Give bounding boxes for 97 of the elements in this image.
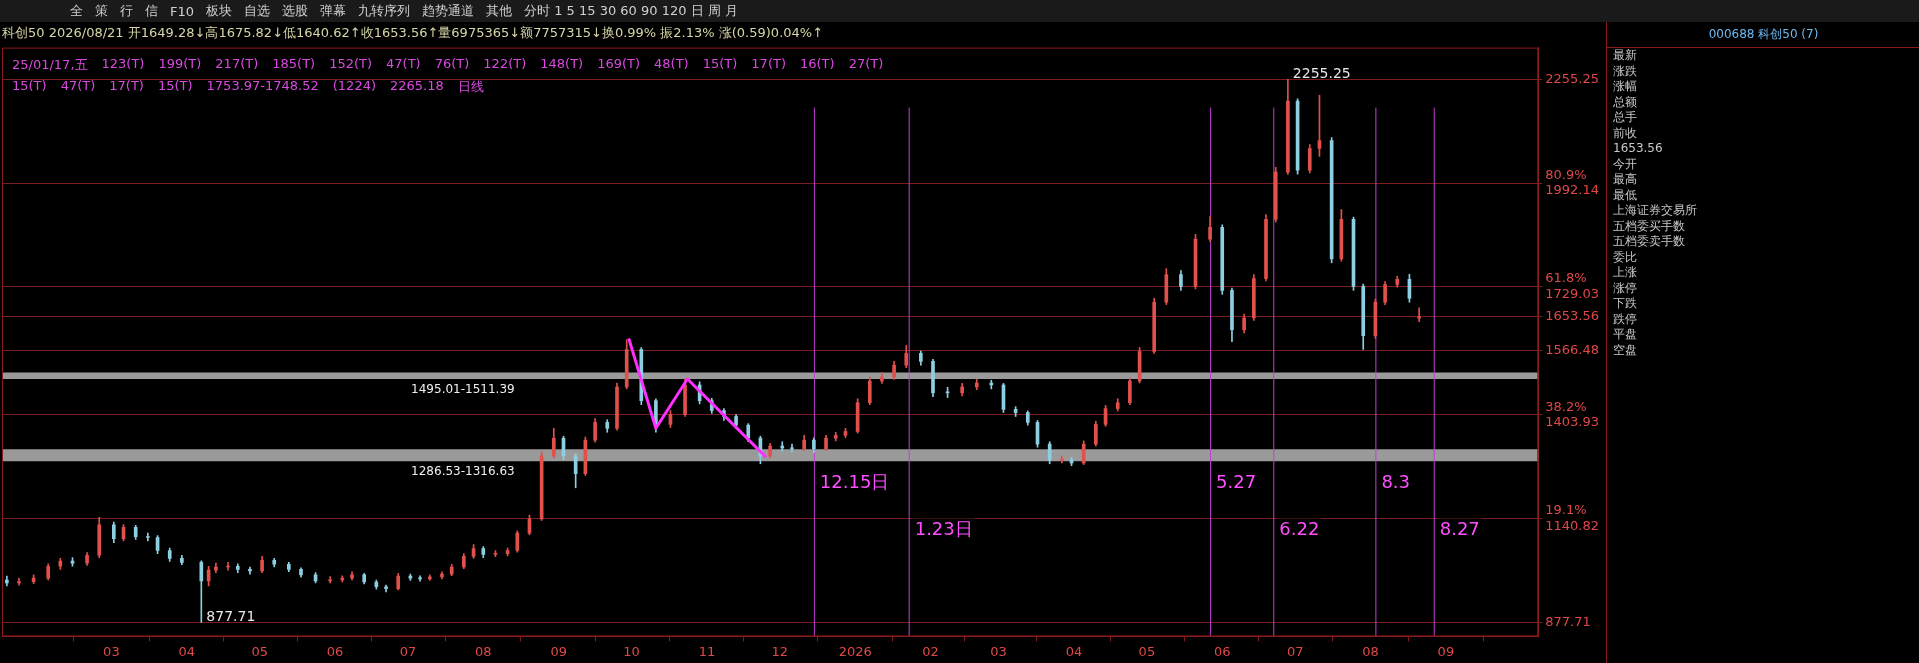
band-label: 1495.01-1511.39 — [411, 382, 515, 397]
text: 今开 — [1612, 156, 1638, 172]
x-tick-label: 03 — [990, 643, 1007, 659]
text: 跌停 — [1612, 311, 1638, 327]
text: 最低 — [1612, 187, 1638, 203]
annotation: 25/01/17,五 — [12, 56, 88, 74]
y-tick-label: 1653.56 — [1545, 307, 1600, 323]
text: 上涨 — [1612, 265, 1638, 281]
annotation: 1753.97-1748.52 — [206, 78, 319, 95]
annotation: 2255.25 — [1292, 65, 1351, 82]
x-tick-label: 11 — [698, 643, 716, 659]
y-tick-label: 38.2% 1403.93 — [1545, 398, 1600, 430]
annotation: 47(T) — [60, 78, 96, 95]
x-tick-label: 04 — [178, 643, 196, 659]
annotation: (1224) — [332, 78, 377, 95]
annotation: 122(T) — [483, 56, 527, 73]
text: 五档委卖手数 — [1612, 234, 1686, 250]
text: 自选 — [244, 2, 271, 20]
text: 平盘 — [1612, 327, 1638, 343]
annotation: 169(T) — [597, 56, 641, 73]
annotation: 15(T) — [12, 78, 47, 95]
x-tick-label: 09 — [550, 643, 567, 659]
y-tick-label: 19.1% 1140.82 — [1545, 502, 1600, 533]
text: 总额 — [1612, 94, 1638, 110]
x-tick-label: 06 — [1213, 643, 1231, 659]
text: F10 — [170, 3, 195, 19]
x-tick-label: 2026 — [838, 643, 872, 659]
text: 下跌 — [1612, 296, 1638, 312]
annotation: 152(T) — [329, 56, 373, 73]
x-tick-label: 05 — [1138, 643, 1156, 659]
band-label: 1286.53-1316.63 — [411, 464, 515, 479]
ref-line-label: 5.27 — [1216, 470, 1257, 492]
text: 信 — [145, 2, 158, 20]
x-tick-label: 08 — [1362, 643, 1379, 659]
text: 全 — [70, 2, 83, 20]
annotation: 877.71 — [206, 607, 256, 624]
x-tick-label: 03 — [103, 643, 120, 659]
annotation: 27(T) — [848, 56, 884, 73]
annotation: 48(T) — [654, 56, 689, 73]
text: 最高 — [1612, 172, 1638, 188]
text: 前收 — [1612, 125, 1638, 141]
x-tick-label: 05 — [251, 643, 268, 659]
annotation: 2265.18 — [390, 78, 444, 95]
y-tick-label: 877.71 — [1545, 613, 1591, 629]
text: 弹幕 — [320, 2, 347, 20]
text: 空盘 — [1612, 342, 1638, 358]
annotation: 16(T) — [799, 56, 835, 73]
annotation: 217(T) — [215, 56, 259, 73]
text: 涨停 — [1612, 280, 1638, 296]
x-tick-label: 02 — [922, 643, 939, 659]
chart-title: 科创50 2026/08/21 开1649.28↓高1675.82↓低1640.62↑收1653.56↑量6975365↓额7757315↓换0.99% 振2.13% 涨(0.59)0.04%↑ — [2, 25, 824, 41]
text: 涨跌 — [1612, 63, 1638, 79]
text: 板块 — [206, 2, 233, 20]
annotation: 17(T) — [751, 56, 786, 73]
annotation: 123(T) — [101, 56, 145, 73]
annotation: 148(T) — [540, 56, 584, 73]
ref-line-label: 6.22 — [1279, 518, 1320, 540]
candlestick — [1417, 307, 1421, 322]
ref-line-label: 8.27 — [1439, 518, 1480, 540]
text: 五档委买手数 — [1612, 218, 1686, 234]
annotation: 185(T) — [272, 56, 316, 73]
x-tick-label: 06 — [326, 643, 344, 659]
text: 委比 — [1612, 249, 1638, 265]
annotation: 76(T) — [434, 56, 470, 73]
text: 策 — [95, 2, 108, 20]
text: 总手 — [1612, 110, 1638, 126]
ref-line-label: 1.23日 — [914, 518, 973, 540]
text: 选股 — [282, 2, 309, 20]
text: 九转序列 — [358, 2, 411, 20]
annotation: 199(T) — [158, 56, 202, 73]
annotation: 日线 — [457, 78, 484, 96]
text: 其他 — [486, 2, 513, 20]
x-tick-label: 09 — [1437, 643, 1455, 659]
x-tick-label: 04 — [1065, 643, 1083, 659]
annotation: 15(T) — [157, 78, 193, 95]
x-tick-label: 07 — [399, 643, 417, 659]
text: 上海证券交易所 — [1612, 203, 1698, 219]
y-tick-label: 2255.25 — [1545, 70, 1600, 86]
y-tick-label: 61.8% 1729.03 — [1545, 270, 1600, 301]
x-tick-label: 07 — [1286, 643, 1304, 659]
text: 最新 — [1612, 48, 1638, 64]
ref-line-label: 12.15日 — [819, 470, 890, 492]
annotation: 15(T) — [702, 56, 738, 73]
text: 000688 科创50 (7) — [1607, 22, 1919, 48]
text: 行 — [120, 2, 133, 20]
annotation: 47(T) — [386, 56, 421, 73]
annotation: 17(T) — [109, 78, 144, 95]
ref-line-label: 8.3 — [1381, 470, 1411, 492]
x-tick-label: 08 — [475, 643, 492, 659]
text: 1653.56 — [1612, 141, 1664, 157]
text: 趋势通道 — [422, 2, 475, 20]
x-tick-label: 10 — [623, 643, 640, 659]
text: 涨幅 — [1612, 79, 1638, 95]
y-tick-label: 1566.48 — [1545, 342, 1600, 358]
y-tick-label: 80.9% 1992.14 — [1545, 166, 1600, 198]
x-tick-label: 12 — [771, 643, 789, 659]
text: 分时 1 5 15 30 60 90 120 日 周 月 — [524, 2, 738, 20]
